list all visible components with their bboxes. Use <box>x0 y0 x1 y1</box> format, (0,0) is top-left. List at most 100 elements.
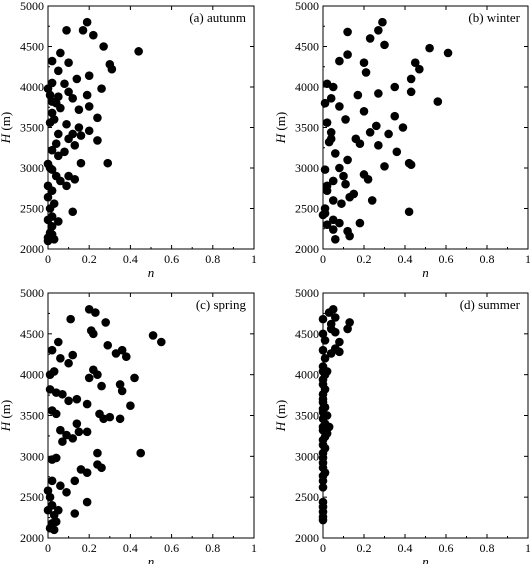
data-point-autumn <box>56 176 65 186</box>
data-point-winter <box>343 155 352 165</box>
data-point-spring <box>56 481 65 491</box>
data-point-winter <box>384 129 393 139</box>
data-point-autumn <box>72 74 82 84</box>
data-point-winter <box>341 115 350 124</box>
x-tick-label-spring: 0.4 <box>123 541 138 555</box>
data-point-winter <box>328 176 338 186</box>
y-tick-label-winter: 3000 <box>295 161 319 175</box>
data-point-autumn <box>78 26 88 35</box>
data-point-spring <box>51 409 61 419</box>
data-point-winter <box>406 74 416 84</box>
data-point-winter <box>343 27 352 37</box>
data-point-winter <box>343 50 352 59</box>
panel-summer: 0 0.2 0.4 0.6 0.8 1 2000 2500 3000 3500 4000 4500 50… <box>273 286 530 569</box>
y-tick-label-autumn: 4000 <box>20 80 44 94</box>
y-axis-label-unit-autumn: (m) <box>0 112 13 134</box>
data-point-autumn <box>54 66 63 76</box>
data-point-autumn <box>62 181 71 191</box>
panel-annotation-summer: (d) summer <box>460 297 521 312</box>
data-point-winter <box>349 189 359 199</box>
x-tick-label-spring: 1 <box>251 541 257 555</box>
data-point-autumn <box>43 192 53 202</box>
data-point-summer <box>318 329 328 339</box>
data-point-winter <box>365 34 375 43</box>
data-point-spring <box>56 354 65 363</box>
x-tick-label-summer: 0 <box>320 541 326 555</box>
data-point-spring <box>66 314 75 324</box>
data-point-spring <box>91 308 100 317</box>
y-axis-label-symbol-winter: H <box>273 133 288 144</box>
data-point-spring <box>64 358 73 368</box>
y-tick-label-winter: 2500 <box>295 202 319 216</box>
x-axis-label-winter: n <box>422 265 429 280</box>
data-point-spring <box>84 373 94 383</box>
y-axis-label-winter: H (m) <box>273 112 288 144</box>
x-tick-label-summer: 0.6 <box>439 541 454 555</box>
panel-winter: 0 0.2 0.4 0.6 0.8 1 2000 2500 3000 3500 4000 4500 50… <box>273 0 530 280</box>
y-tick-label-spring: 3000 <box>20 449 44 463</box>
x-tick-label-winter: 0 <box>320 252 326 266</box>
data-point-spring <box>148 331 158 340</box>
y-tick-label-autumn: 2500 <box>20 202 44 216</box>
x-tick-label-autumn: 1 <box>251 252 257 266</box>
data-point-spring <box>54 505 63 515</box>
data-point-autumn <box>56 48 65 58</box>
data-point-autumn <box>70 141 80 150</box>
data-point-spring <box>115 380 125 389</box>
data-point-autumn <box>76 158 86 168</box>
data-point-autumn <box>54 129 63 139</box>
data-point-spring <box>111 349 121 358</box>
y-tick-label-summer: 3000 <box>295 449 319 463</box>
x-tick-label-winter: 0.6 <box>439 252 454 266</box>
data-point-winter <box>415 64 424 74</box>
x-tick-label-spring: 0.2 <box>82 541 97 555</box>
data-point-summer <box>320 336 330 345</box>
data-point-autumn <box>47 230 57 239</box>
y-axis-label-summer: H (m) <box>273 400 288 432</box>
data-point-autumn <box>97 84 106 93</box>
y-axis-label-unit-winter: (m) <box>273 112 288 134</box>
data-point-autumn <box>64 58 73 67</box>
data-point-winter <box>322 186 332 195</box>
data-point-spring <box>130 373 139 383</box>
data-point-spring <box>97 463 106 473</box>
data-point-spring <box>54 337 63 347</box>
data-point-autumn <box>47 222 57 231</box>
data-point-summer <box>318 314 328 324</box>
y-tick-label-summer: 3500 <box>295 409 319 423</box>
data-point-autumn <box>51 139 61 148</box>
data-point-summer <box>322 367 332 376</box>
data-point-winter <box>318 210 328 220</box>
data-point-spring <box>97 381 106 391</box>
data-point-winter <box>361 68 371 77</box>
data-point-winter <box>328 225 338 234</box>
data-point-winter <box>410 58 420 67</box>
panel-spring: 0 0.2 0.4 0.6 0.8 1 2000 2500 3000 3500 4000 4500 50… <box>0 286 257 569</box>
data-point-autumn <box>93 113 102 123</box>
data-point-winter <box>331 149 340 158</box>
data-point-spring <box>45 492 55 502</box>
data-point-winter <box>378 17 387 27</box>
x-tick-label-autumn: 0.4 <box>123 252 138 266</box>
data-point-winter <box>320 165 330 174</box>
data-point-winter <box>380 40 389 50</box>
data-point-winter <box>425 43 434 53</box>
data-point-winter <box>335 163 344 173</box>
panel-autumn: 0 0.2 0.4 0.6 0.8 1 2000 2500 3000 3500 4000 4500 50… <box>0 0 257 280</box>
y-tick-label-autumn: 3500 <box>20 121 44 135</box>
y-tick-label-spring: 2500 <box>20 490 44 504</box>
y-tick-label-autumn: 2000 <box>20 242 44 256</box>
data-point-winter <box>374 141 383 150</box>
data-point-spring <box>58 389 67 399</box>
data-point-summer <box>318 515 328 525</box>
data-point-spring <box>70 476 80 486</box>
data-point-spring <box>89 329 98 339</box>
y-tick-label-winter: 2000 <box>295 242 319 256</box>
data-point-autumn <box>93 136 102 145</box>
data-point-spring <box>126 401 135 411</box>
data-point-autumn <box>62 26 71 35</box>
data-point-winter <box>331 234 340 244</box>
data-point-spring <box>68 350 78 360</box>
data-point-winter <box>406 87 416 97</box>
y-tick-label-autumn: 5000 <box>20 0 44 13</box>
